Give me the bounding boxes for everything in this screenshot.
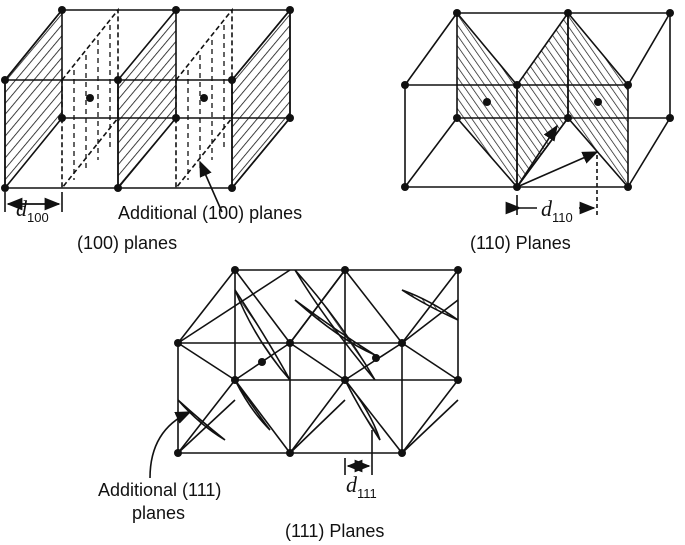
title-110-planes: (110) Planes	[470, 233, 571, 253]
d110-label: d110	[541, 196, 573, 225]
dashed-lines-100	[73, 25, 225, 180]
title-100-planes: (100) planes	[77, 233, 178, 253]
annotation-additional-111-line2: planes	[132, 503, 186, 523]
atoms-110	[401, 9, 674, 191]
atoms-100	[1, 6, 294, 192]
plane-111-a	[234, 289, 291, 381]
annotation-additional-100: Additional (100) planes	[118, 203, 303, 223]
title-111-planes: (111) Planes	[285, 521, 385, 541]
panel-110-planes	[401, 9, 674, 215]
plane-111-f	[234, 379, 271, 431]
plane-100-a	[4, 7, 63, 191]
plane-100-b	[117, 7, 177, 191]
plane-111-e	[344, 379, 381, 441]
d100-label: d100	[16, 196, 49, 225]
plane-111-b	[294, 269, 376, 381]
d100-dimension	[4, 192, 63, 212]
arrow-additional-111	[149, 411, 192, 479]
plane-100-additional-b	[175, 7, 233, 191]
plane-110-a2	[516, 10, 569, 190]
panel-100-planes	[1, 6, 294, 213]
arrow-110-b	[516, 124, 558, 188]
atoms-111	[174, 266, 462, 457]
plane-111-additional	[177, 399, 226, 441]
plane-111-d	[401, 289, 459, 321]
panel-111-planes	[149, 266, 462, 479]
d111-label: d111	[346, 472, 377, 501]
annotation-additional-111-line1: Additional (111)	[98, 480, 222, 500]
plane-100-c	[231, 7, 291, 191]
arrow-110-a	[516, 151, 599, 188]
arrow-additional-100	[199, 160, 223, 213]
plane-100-additional-a	[61, 7, 119, 191]
